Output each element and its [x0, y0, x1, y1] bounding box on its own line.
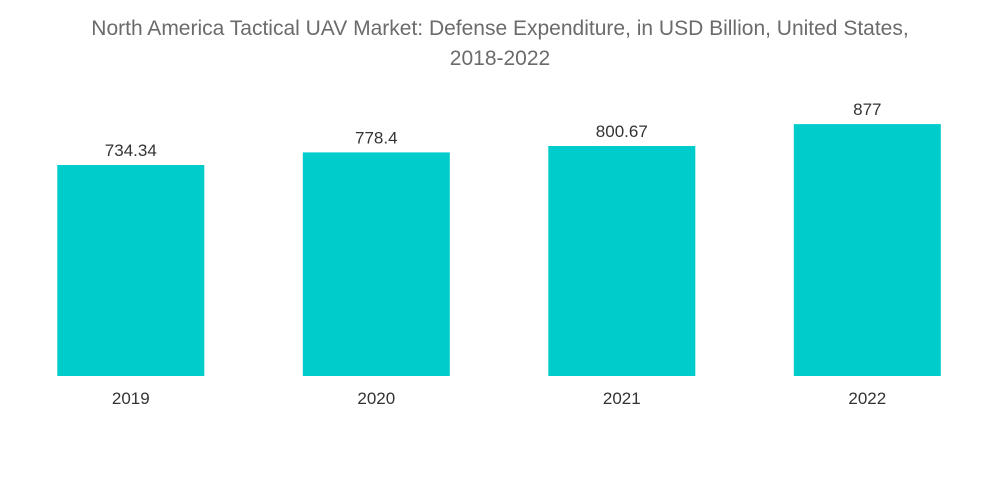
x-tick-label-2022: 2022: [848, 389, 886, 408]
x-tick-label-2021: 2021: [603, 389, 641, 408]
data-label-2022: 877: [853, 100, 881, 119]
x-tick-label-2020: 2020: [357, 389, 395, 408]
chart-title: North America Tactical UAV Market: Defen…: [0, 14, 1000, 74]
x-tick-label-2019: 2019: [112, 389, 150, 408]
bar-2020: [302, 152, 450, 376]
data-label-2020: 778.4: [355, 128, 398, 147]
bar-2022: [793, 124, 941, 376]
data-label-2019: 734.34: [105, 141, 157, 160]
bar-2021: [548, 146, 696, 376]
data-label-2021: 800.67: [596, 122, 648, 141]
bar-2019: [57, 165, 205, 376]
chart-title-line-1: North America Tactical UAV Market: Defen…: [91, 17, 909, 40]
chart-title-line-2: 2018-2022: [449, 47, 551, 70]
